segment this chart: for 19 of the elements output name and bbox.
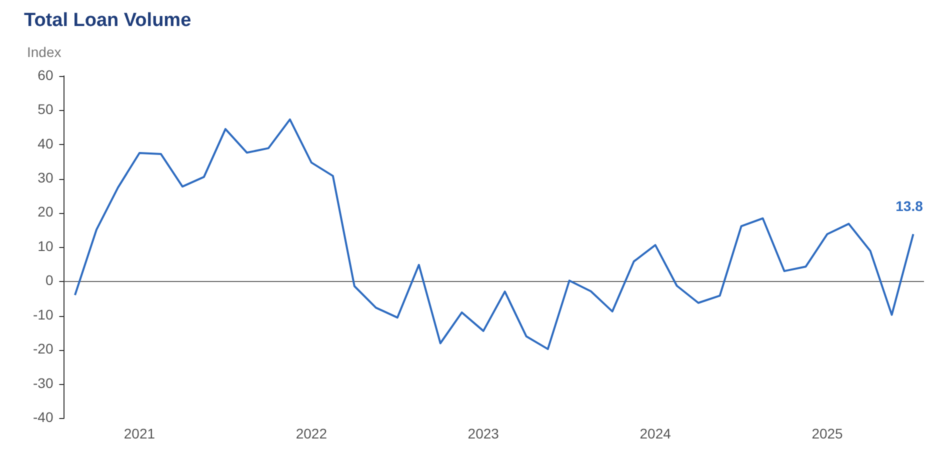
x-tick-label: 2023 (468, 425, 500, 442)
data-label: 13.8 (896, 198, 924, 214)
y-tick-label: -20 (33, 340, 54, 357)
x-tick-label: 2022 (296, 425, 328, 442)
y-axis-title: Index (27, 44, 62, 60)
y-tick-label: 0 (45, 272, 54, 288)
y-tick-label: 50 (38, 101, 54, 118)
y-tick-label: 40 (38, 135, 54, 152)
x-tick-label: 2025 (812, 425, 844, 442)
y-tick-label: -30 (33, 374, 54, 391)
y-tick-label: 20 (38, 204, 54, 220)
y-tick-label: 10 (38, 238, 54, 254)
x-tick-label: 2024 (640, 425, 672, 442)
y-tick-label: -10 (33, 306, 54, 322)
x-tick-label: 2021 (124, 425, 156, 442)
y-tick-label: 60 (38, 66, 54, 83)
y-tick-label: -40 (33, 409, 54, 426)
chart-title: Total Loan Volume (24, 10, 192, 32)
y-tick-label: 30 (38, 170, 54, 186)
